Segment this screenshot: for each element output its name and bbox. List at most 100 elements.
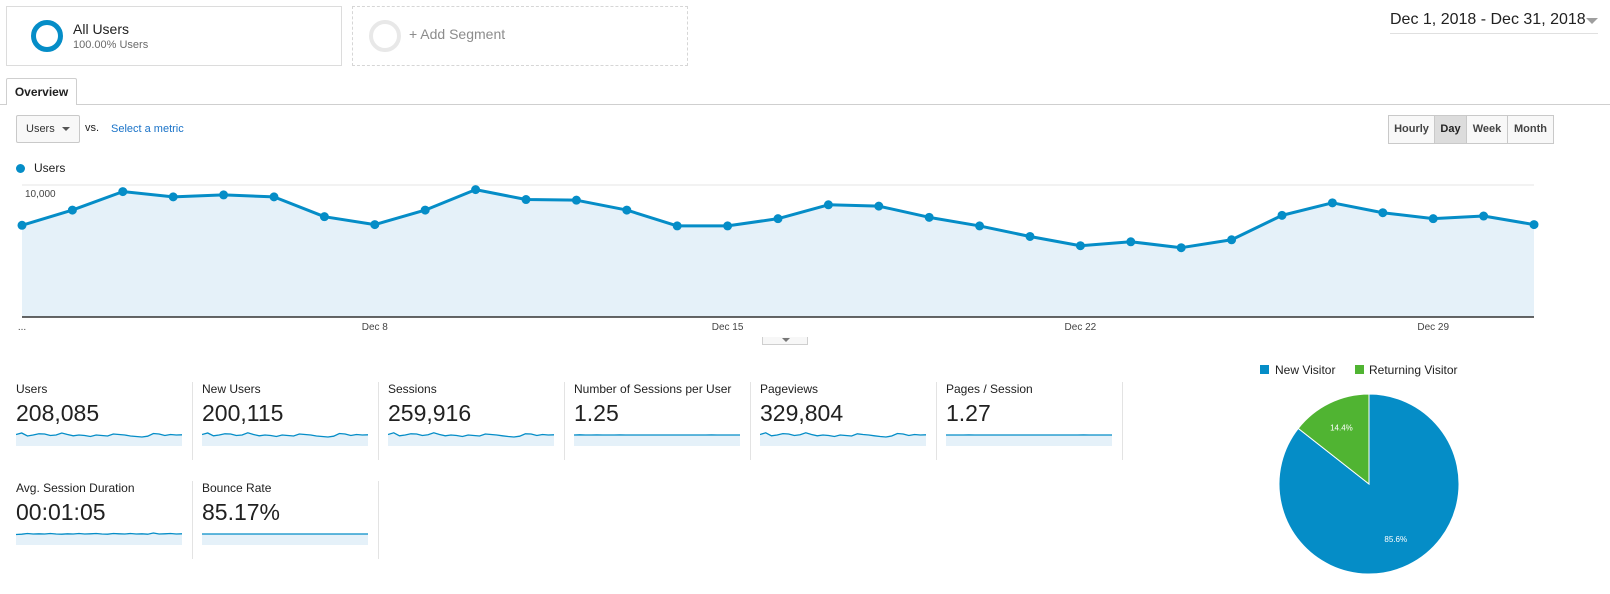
chevron-down-icon: [782, 338, 790, 342]
tab-divider: [0, 104, 1610, 105]
metric-value: 208,085: [16, 400, 100, 426]
metric-dropdown-label: Users: [26, 123, 55, 135]
users-data-point: [672, 221, 682, 231]
empty-segment-ring-icon: [369, 20, 401, 52]
sparkline-line: [202, 432, 368, 438]
metric-value: 200,115: [202, 400, 284, 426]
users-data-point: [1378, 208, 1388, 218]
metric-label: Avg. Session Duration: [16, 481, 135, 495]
chart-collapse-handle[interactable]: [762, 337, 808, 345]
users-data-point: [622, 205, 632, 215]
sparkline-area: [16, 533, 182, 545]
metric-value: 259,916: [388, 400, 472, 426]
x-tick-label: Dec 15: [712, 322, 744, 333]
metric-label: New Users: [202, 382, 261, 396]
metric-tile[interactable]: Avg. Session Duration 00:01:05: [16, 481, 193, 559]
users-data-point: [1227, 235, 1237, 245]
metric-tile[interactable]: Users 208,085: [16, 382, 193, 460]
metric-label: Bounce Rate: [202, 481, 272, 495]
metric-sparkline: [946, 434, 1112, 446]
x-tick-label: Dec 29: [1417, 322, 1449, 333]
users-data-point: [823, 200, 833, 210]
new-visitor-slice-label: 85.6%: [1384, 535, 1407, 544]
visitor-type-pie-chart: 85.6% 14.4%: [1278, 393, 1460, 575]
x-tick-label: Dec 8: [362, 322, 389, 333]
metric-label: Users: [16, 382, 48, 396]
chevron-down-icon: [62, 127, 70, 131]
new-visitor-legend-swatch: [1260, 365, 1269, 374]
chevron-down-icon: [1586, 18, 1598, 24]
users-data-point: [420, 205, 430, 215]
metric-label: Pageviews: [760, 382, 819, 396]
users-data-point: [1529, 220, 1539, 230]
metric-sparkline: [16, 532, 182, 545]
users-data-point: [773, 214, 783, 224]
metric-tile[interactable]: Pages / Session 1.27: [946, 382, 1123, 460]
users-data-point: [1479, 211, 1489, 221]
users-data-point: [269, 192, 279, 202]
users-data-point: [1176, 243, 1186, 253]
users-data-point: [521, 195, 531, 205]
users-data-point: [723, 221, 733, 231]
metric-value: 85.17%: [202, 499, 281, 525]
granularity-month-button[interactable]: Month: [1507, 115, 1554, 144]
granularity-hourly-button[interactable]: Hourly: [1388, 115, 1435, 144]
tab-overview[interactable]: Overview: [6, 78, 77, 105]
sparkline-area: [946, 434, 1112, 446]
sparkline-line: [16, 532, 182, 536]
metric-sparkline: [16, 432, 182, 446]
users-data-point: [1025, 231, 1035, 241]
users-data-point: [1428, 214, 1438, 224]
granularity-week-button[interactable]: Week: [1466, 115, 1508, 144]
metric-sparkline: [202, 533, 368, 545]
metric-sparkline: [760, 432, 926, 446]
sparkline-area: [202, 534, 368, 545]
metric-tile[interactable]: Number of Sessions per User 1.25: [574, 382, 751, 460]
metric-tile[interactable]: New Users 200,115: [202, 382, 379, 460]
metric-dropdown[interactable]: Users: [16, 115, 80, 143]
users-data-point: [168, 192, 178, 202]
metric-value: 1.27: [946, 400, 991, 426]
users-data-point: [924, 212, 934, 222]
segment-subtitle: 100.00% Users: [73, 39, 149, 51]
date-range-picker[interactable]: Dec 1, 2018 - Dec 31, 2018: [1390, 9, 1598, 34]
metric-sparkline: [202, 432, 368, 446]
metric-sparkline: [388, 432, 554, 446]
users-data-point: [17, 220, 27, 230]
users-data-point: [975, 221, 985, 231]
users-legend-label: Users: [34, 161, 66, 175]
segment-all-users[interactable]: All Users 100.00% Users: [6, 6, 342, 66]
sparkline-line: [16, 432, 182, 438]
sparkline-area: [388, 432, 554, 446]
metric-tile[interactable]: Sessions 259,916: [388, 382, 565, 460]
users-data-point: [370, 220, 380, 230]
metric-label: Number of Sessions per User: [574, 382, 732, 396]
y-tick-label: 10,000: [25, 189, 56, 200]
users-area: [22, 189, 1534, 317]
returning-visitor-slice-label: 14.4%: [1330, 423, 1353, 432]
granularity-day-button[interactable]: Day: [1434, 115, 1467, 144]
returning-visitor-slice: [1297, 393, 1370, 486]
users-data-point: [319, 212, 329, 222]
segment-ring-icon: [31, 20, 63, 52]
users-data-point: [1327, 198, 1337, 208]
sparkline-area: [16, 433, 182, 446]
users-data-point: [1126, 237, 1136, 247]
x-tick-label: Dec 22: [1065, 322, 1097, 333]
metric-value: 329,804: [760, 400, 844, 426]
returning-visitor-legend-swatch: [1355, 365, 1364, 374]
metric-label: Sessions: [388, 382, 437, 396]
metric-sparkline: [574, 434, 740, 446]
metric-tile[interactable]: Pageviews 329,804: [760, 382, 937, 460]
add-segment-button[interactable]: + Add Segment: [352, 6, 688, 66]
sparkline-line: [388, 432, 554, 438]
users-legend-dot: [16, 164, 25, 173]
metric-tile[interactable]: Bounce Rate 85.17%: [202, 481, 379, 559]
returning-visitor-legend-label: Returning Visitor: [1369, 363, 1458, 377]
users-data-point: [118, 187, 128, 197]
select-metric-link[interactable]: Select a metric: [111, 123, 184, 135]
metric-value: 00:01:05: [16, 499, 106, 525]
sparkline-area: [574, 434, 740, 446]
sparkline-area: [760, 432, 926, 446]
